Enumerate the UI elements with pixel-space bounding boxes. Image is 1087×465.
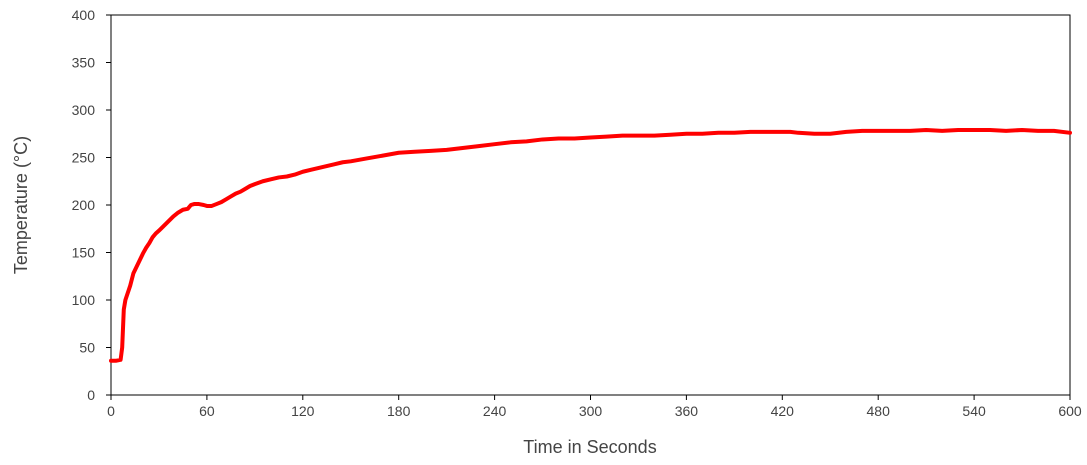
y-axis: 0 50 100 150 200 250 300 350 400 <box>72 7 111 403</box>
x-tick-label: 540 <box>962 403 986 419</box>
x-tick-label: 180 <box>387 403 411 419</box>
y-tick-label: 0 <box>87 387 95 403</box>
plot-frame <box>110 14 1071 396</box>
series-layer <box>109 127 1072 363</box>
y-tick-label: 350 <box>72 55 96 71</box>
x-tick-label: 300 <box>579 403 603 419</box>
x-tick-label: 600 <box>1058 403 1082 419</box>
x-tick-label: 0 <box>107 403 115 419</box>
x-tick-label: 60 <box>199 403 215 419</box>
y-tick-label: 100 <box>72 292 96 308</box>
x-tick-label: 480 <box>867 403 891 419</box>
x-tick-label: 420 <box>771 403 795 419</box>
x-axis: 0 60 120 180 240 300 360 420 480 540 600 <box>107 395 1082 419</box>
y-tick-label: 200 <box>72 197 96 213</box>
y-tick-label: 300 <box>72 102 96 118</box>
temperature-series-line <box>109 127 1072 363</box>
y-axis-title: Temperature (°C) <box>11 136 31 274</box>
x-axis-title: Time in Seconds <box>523 437 656 457</box>
y-tick-label: 250 <box>72 150 96 166</box>
y-tick-label: 400 <box>72 7 96 23</box>
y-tick-label: 150 <box>72 245 96 261</box>
x-tick-label: 240 <box>483 403 507 419</box>
x-tick-label: 360 <box>675 403 699 419</box>
y-tick-label: 50 <box>79 340 95 356</box>
x-tick-label: 120 <box>291 403 315 419</box>
